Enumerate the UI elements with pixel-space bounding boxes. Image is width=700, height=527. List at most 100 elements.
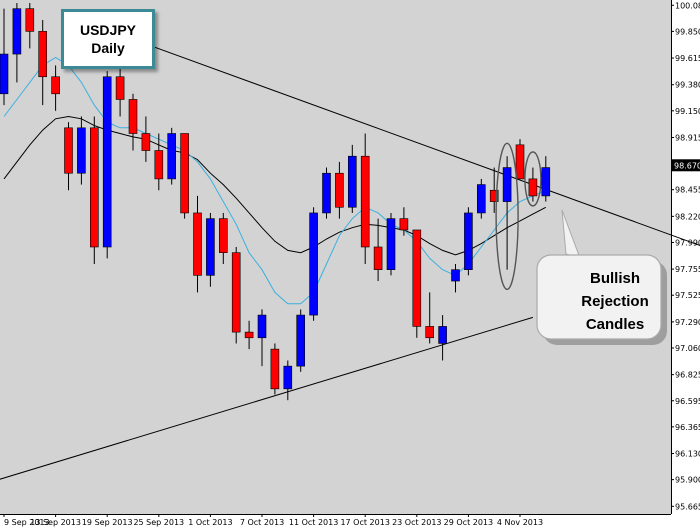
candle-body bbox=[231, 252, 241, 333]
candle-body bbox=[425, 326, 435, 339]
candle bbox=[90, 116, 99, 265]
candle-body bbox=[528, 178, 538, 197]
candle-body bbox=[77, 127, 86, 174]
candle-body bbox=[64, 127, 73, 174]
current-price-tag bbox=[672, 159, 700, 172]
candle-body bbox=[502, 167, 512, 202]
candle bbox=[322, 167, 331, 219]
candle bbox=[38, 20, 48, 106]
candle bbox=[296, 309, 306, 372]
callout-line-3: Candles bbox=[585, 316, 645, 333]
highlight-ellipse bbox=[495, 142, 519, 291]
time-tick-label: 23 Oct 2013 bbox=[392, 518, 441, 527]
candle bbox=[244, 320, 254, 350]
candle-body bbox=[193, 212, 202, 276]
candle-body bbox=[541, 167, 551, 197]
time-tick-label: 29 Oct 2013 bbox=[444, 518, 493, 527]
candle bbox=[373, 218, 383, 282]
current-price-label: 98.670 bbox=[674, 161, 700, 170]
time-tick-label: 19 Sep 2013 bbox=[82, 518, 133, 527]
price-tick-label: 97.290 bbox=[675, 318, 700, 327]
rejection-highlights bbox=[495, 142, 542, 291]
candle-body bbox=[206, 218, 215, 276]
candle bbox=[399, 207, 409, 236]
candle-body bbox=[296, 314, 306, 367]
candle bbox=[360, 133, 370, 265]
candle bbox=[528, 167, 538, 202]
candle bbox=[25, 3, 35, 49]
time-tick-label: 4 Nov 2013 bbox=[497, 518, 543, 527]
candle bbox=[451, 264, 460, 293]
price-axis: 100.080 99.850 99.615 99.380 99.150 98.915 98.… bbox=[671, 0, 700, 514]
chart-title: USDJPY bbox=[79, 22, 137, 38]
candle bbox=[193, 195, 202, 293]
callout-bubble bbox=[536, 254, 662, 340]
candles bbox=[0, 3, 551, 401]
highlight-ellipse bbox=[524, 151, 542, 207]
candle bbox=[219, 212, 228, 265]
candle-body bbox=[90, 127, 99, 248]
time-tick-label: 25 Sep 2013 bbox=[133, 518, 184, 527]
price-tick-label: 95.900 bbox=[675, 476, 700, 485]
candle-body bbox=[322, 172, 331, 214]
price-tick-label: 98.455 bbox=[675, 186, 700, 195]
time-tick-label: 11 Oct 2013 bbox=[289, 518, 338, 527]
candle-body bbox=[219, 218, 228, 253]
candle bbox=[335, 161, 344, 219]
candle bbox=[0, 8, 9, 106]
candle-body bbox=[115, 76, 125, 100]
candle bbox=[141, 116, 151, 162]
candle-body bbox=[335, 172, 344, 208]
price-tick-label: 96.825 bbox=[675, 371, 700, 380]
candle-body bbox=[515, 144, 525, 180]
candle bbox=[154, 133, 164, 191]
candle-body bbox=[489, 189, 499, 202]
candle-body bbox=[360, 155, 370, 248]
candle bbox=[128, 93, 138, 151]
price-tick-label: 99.615 bbox=[675, 54, 700, 63]
candle bbox=[12, 3, 22, 83]
candle bbox=[515, 139, 525, 180]
candle-body bbox=[386, 218, 396, 270]
price-tick-label: 99.380 bbox=[675, 81, 700, 90]
candle-body bbox=[244, 331, 254, 339]
time-tick-label: 7 Oct 2013 bbox=[240, 518, 284, 527]
candle-body bbox=[154, 150, 164, 180]
price-tick-label: 95.665 bbox=[675, 502, 700, 511]
candle-body bbox=[309, 212, 318, 316]
price-tick-label: 96.365 bbox=[675, 423, 700, 432]
candle bbox=[51, 65, 60, 111]
candle-body bbox=[25, 8, 35, 32]
price-tick-label: 98.915 bbox=[675, 133, 700, 142]
price-tick-label: 96.595 bbox=[675, 397, 700, 406]
candle-body bbox=[128, 99, 138, 134]
callout bbox=[536, 209, 667, 345]
candle-body bbox=[283, 365, 293, 390]
candle bbox=[180, 133, 189, 219]
candle bbox=[502, 156, 512, 270]
candle-body bbox=[270, 348, 280, 390]
candle bbox=[77, 116, 86, 185]
price-tick-label: 97.525 bbox=[675, 291, 700, 300]
candle bbox=[64, 122, 73, 191]
candle bbox=[412, 229, 422, 338]
price-tick-label: 96.130 bbox=[675, 450, 700, 459]
price-tick-label: 98.220 bbox=[675, 212, 700, 221]
callout-line-1: Bullish bbox=[589, 270, 640, 287]
candle-body bbox=[102, 76, 112, 248]
candle-body bbox=[0, 53, 9, 95]
candle bbox=[167, 127, 176, 185]
title-box: USDJPY Daily bbox=[61, 9, 155, 69]
price-tick-label: 97.755 bbox=[675, 265, 700, 274]
price-tick-label: 97.060 bbox=[675, 344, 700, 353]
candle bbox=[309, 207, 318, 321]
price-tick-label: 99.150 bbox=[675, 107, 700, 116]
time-tick-label: 17 Oct 2013 bbox=[340, 518, 389, 527]
chart-subtitle: Daily bbox=[91, 40, 125, 56]
candle bbox=[541, 156, 551, 202]
candle-body bbox=[399, 218, 409, 231]
candle bbox=[464, 207, 473, 276]
resistance-trendline bbox=[132, 38, 700, 247]
